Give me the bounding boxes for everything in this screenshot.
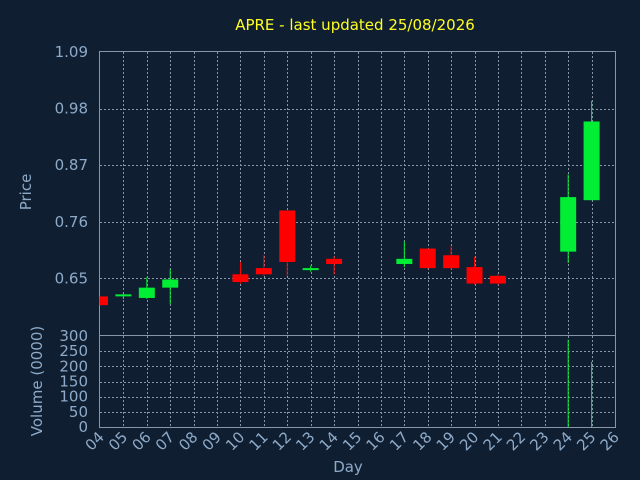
price-tick-label: 0.87 bbox=[55, 156, 88, 174]
volume-tick-label: 300 bbox=[59, 327, 88, 345]
x-tick-label: 14 bbox=[316, 428, 342, 454]
volume-tick-label: 0 bbox=[78, 418, 88, 436]
price-tick-label: 1.09 bbox=[55, 43, 88, 61]
x-tick-label: 20 bbox=[456, 428, 482, 454]
price-panel bbox=[99, 51, 616, 336]
volume-tick-label: 200 bbox=[59, 357, 88, 375]
candle-body bbox=[560, 197, 577, 252]
x-tick-label: 17 bbox=[386, 428, 412, 454]
x-tick-label: 10 bbox=[222, 428, 248, 454]
x-tick-label: 21 bbox=[480, 428, 506, 454]
x-tick-label: 25 bbox=[573, 428, 599, 454]
x-axis-label: Day bbox=[333, 458, 363, 476]
volume-tick-label: 250 bbox=[59, 342, 88, 360]
price-axis-label: Price bbox=[17, 174, 35, 211]
candle-body bbox=[115, 294, 132, 297]
candle-body bbox=[138, 287, 155, 298]
candle-body bbox=[279, 210, 296, 262]
x-tick-label: 15 bbox=[339, 428, 365, 454]
x-tick-label: 08 bbox=[175, 428, 201, 454]
x-tick-label: 24 bbox=[550, 428, 576, 454]
candle-body bbox=[489, 275, 506, 284]
candle-body bbox=[583, 121, 600, 201]
x-tick-label: 05 bbox=[105, 428, 131, 454]
x-tick-label: 07 bbox=[152, 428, 178, 454]
candle-body bbox=[232, 274, 249, 283]
x-tick-label: 26 bbox=[597, 428, 623, 454]
candle-body bbox=[396, 258, 413, 264]
x-tick-label: 18 bbox=[409, 428, 435, 454]
x-tick-label: 22 bbox=[503, 428, 529, 454]
candle-body bbox=[443, 255, 460, 269]
candle-body bbox=[466, 267, 483, 284]
volume-bars bbox=[567, 339, 593, 427]
volume-tick-label: 50 bbox=[69, 403, 88, 421]
price-tick-label: 0.98 bbox=[55, 100, 88, 118]
candle-body bbox=[419, 248, 436, 269]
volume-tick-label: 150 bbox=[59, 373, 88, 391]
x-tick-label: 12 bbox=[269, 428, 295, 454]
x-tick-label: 11 bbox=[245, 428, 271, 454]
x-tick-label: 09 bbox=[199, 428, 225, 454]
x-tick-label: 06 bbox=[128, 428, 154, 454]
x-tick-label: 13 bbox=[292, 428, 318, 454]
chart-title: APRE - last updated 25/08/2026 bbox=[235, 16, 475, 34]
candle-body bbox=[326, 258, 343, 264]
x-tick-label: 16 bbox=[363, 428, 389, 454]
candle-body bbox=[302, 268, 319, 271]
volume-panel bbox=[99, 335, 616, 428]
price-tick-label: 0.65 bbox=[55, 269, 88, 287]
x-tick-label: 23 bbox=[526, 428, 552, 454]
candle-body bbox=[162, 279, 179, 288]
volume-tick-label: 100 bbox=[59, 388, 88, 406]
candle-body bbox=[255, 268, 272, 275]
candles bbox=[99, 100, 600, 306]
volume-axis-label: Volume (0000) bbox=[28, 326, 46, 436]
x-tick-label: 19 bbox=[433, 428, 459, 454]
candle-body bbox=[100, 296, 108, 306]
price-tick-label: 0.76 bbox=[55, 213, 88, 231]
